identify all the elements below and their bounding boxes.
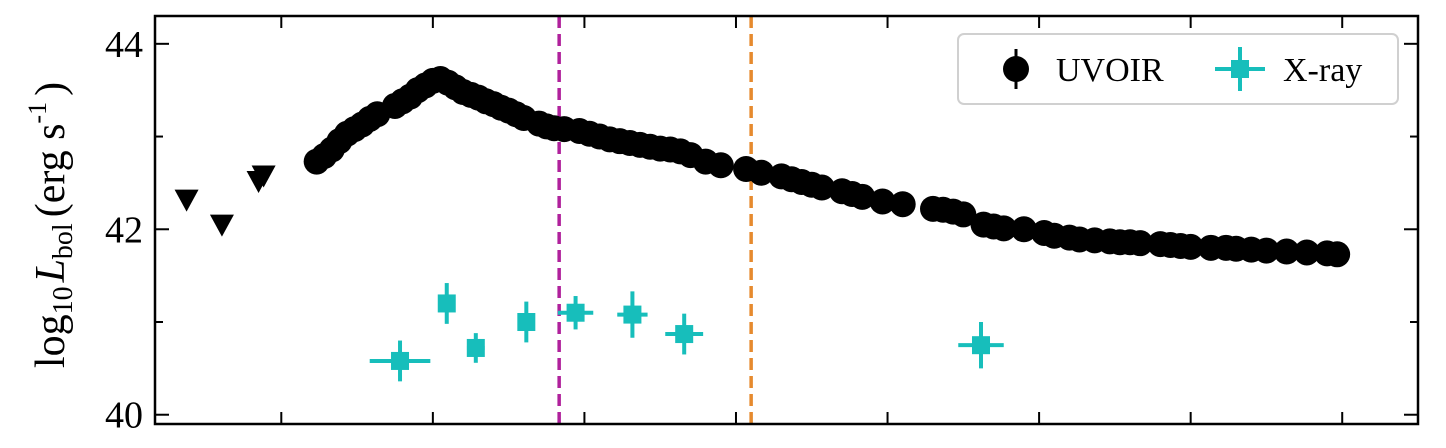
uvoir-point-46 xyxy=(748,159,775,186)
uvoir-point-55 xyxy=(869,188,896,215)
xray-point-7 xyxy=(958,322,1004,369)
uvoir-point-60 xyxy=(950,201,977,228)
y-label-prefix-sub: 10 xyxy=(48,286,79,314)
uvoir-point-86 xyxy=(1324,241,1351,268)
xray-point-0 xyxy=(369,340,431,382)
legend: UVOIR X-ray xyxy=(957,33,1399,105)
xray-point-6 xyxy=(665,313,704,355)
uvoir-point-56 xyxy=(889,191,916,218)
plot-area: 40 42 44 xyxy=(105,14,1420,437)
uvoir-point-83 xyxy=(1273,238,1300,265)
legend-uvoir-marker xyxy=(1003,49,1029,89)
y-label-units-open: (erg s xyxy=(28,124,74,218)
legend-xray-marker xyxy=(1215,47,1265,91)
xray-point-1 xyxy=(437,283,456,324)
uvoir-point-84 xyxy=(1293,239,1320,266)
y-axis-label: log10 Lbol (erg s-1) xyxy=(23,82,79,368)
y-label-units-close: ) xyxy=(28,82,74,96)
y-tick-label-2: 44 xyxy=(105,24,143,66)
y-label-prefix: log xyxy=(28,314,74,368)
y-label-symbol: L xyxy=(28,259,74,283)
xray-point-5 xyxy=(617,291,648,338)
axes-frame xyxy=(153,14,1420,426)
legend-box xyxy=(957,33,1399,105)
uvoir-point-82 xyxy=(1253,237,1280,264)
upper-limit-3 xyxy=(251,165,276,188)
xray-point-4 xyxy=(557,296,594,330)
y-tick-label-0: 40 xyxy=(105,395,143,437)
upper-limit-1 xyxy=(209,214,234,237)
uvoir-point-51 xyxy=(808,174,835,201)
xray-point-2 xyxy=(466,333,485,363)
y-tick-label-1: 42 xyxy=(105,209,143,251)
y-label-units-sup: -1 xyxy=(23,102,52,124)
upper-limit-0 xyxy=(174,189,199,212)
legend-uvoir-label: UVOIR xyxy=(1056,52,1164,89)
xray-point-3 xyxy=(517,301,536,343)
uvoir-point-44 xyxy=(707,152,734,179)
y-label-symbol-sub: bol xyxy=(48,223,79,259)
legend-xray-label: X-ray xyxy=(1283,52,1362,89)
uvoir-point-54 xyxy=(849,183,876,210)
uvoir-point-64 xyxy=(1010,216,1037,243)
uvoir-point-73 xyxy=(1127,230,1154,257)
uvoir-point-63 xyxy=(990,215,1017,242)
uvoir-point-77 xyxy=(1177,233,1204,260)
